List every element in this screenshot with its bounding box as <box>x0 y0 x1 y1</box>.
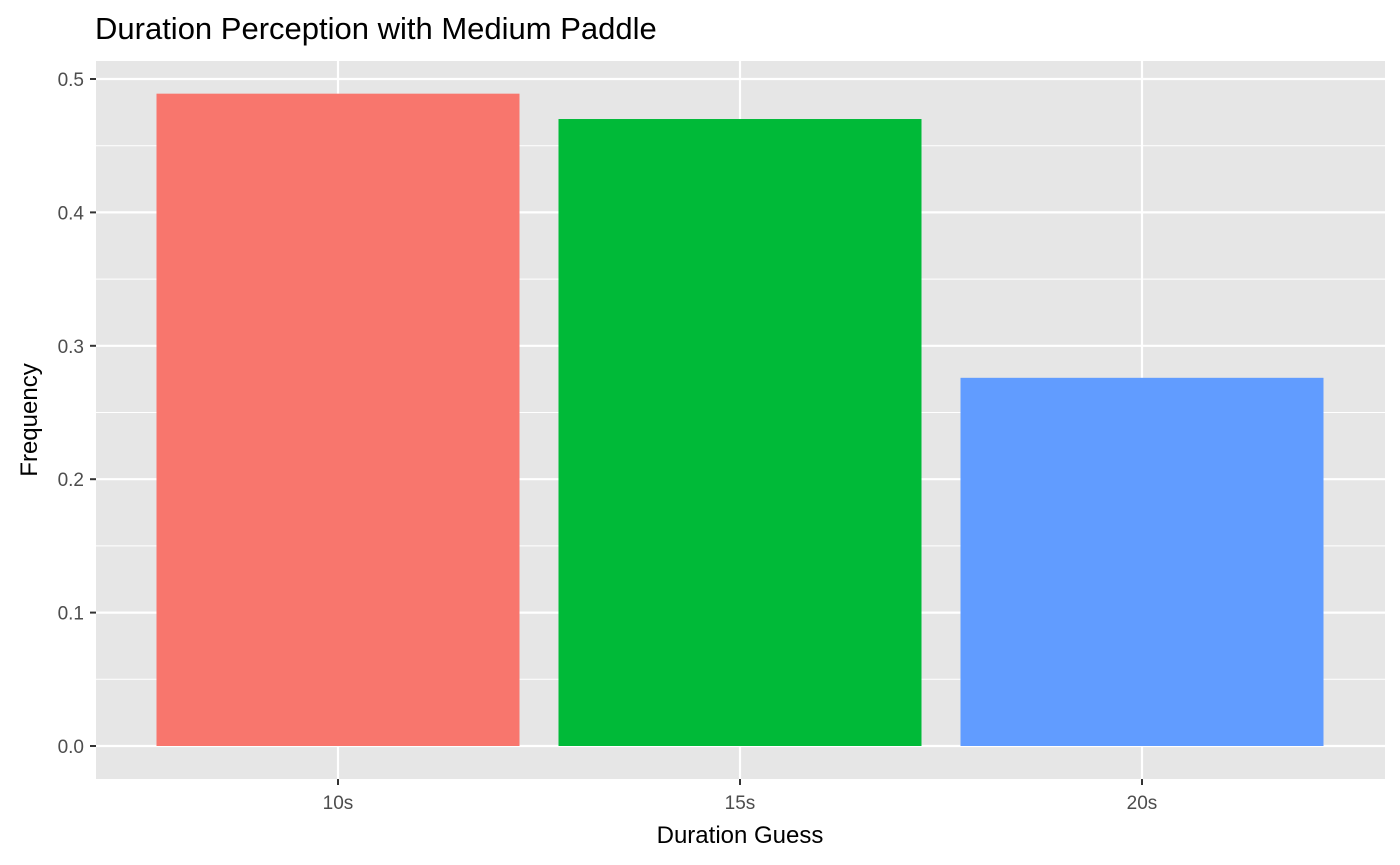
bar-20s <box>960 377 1324 746</box>
y-tick-label: 0.0 <box>58 737 84 758</box>
chart-title: Duration Perception with Medium Paddle <box>95 11 657 46</box>
x-axis: 10s 15s 20s <box>323 779 1158 814</box>
x-axis-title: Duration Guess <box>657 822 824 849</box>
y-tick-label: 0.4 <box>58 203 85 224</box>
bar-15s <box>558 119 922 746</box>
x-tick-label: 15s <box>725 793 756 814</box>
x-tick-label: 20s <box>1127 793 1158 814</box>
y-tick-label: 0.2 <box>58 470 84 491</box>
y-tick-label: 0.5 <box>58 70 84 91</box>
y-axis-title: Frequency <box>16 363 43 476</box>
bar-10s <box>156 93 520 746</box>
bars <box>156 93 1324 746</box>
y-tick-label: 0.1 <box>58 604 84 625</box>
y-tick-label: 0.3 <box>58 337 84 358</box>
y-axis: 0.0 0.1 0.2 0.3 0.4 0.5 <box>58 70 96 758</box>
x-tick-label: 10s <box>323 793 354 814</box>
